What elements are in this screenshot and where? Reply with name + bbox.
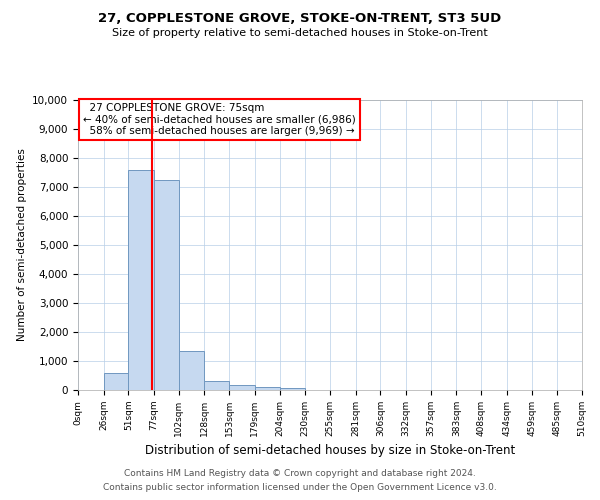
X-axis label: Distribution of semi-detached houses by size in Stoke-on-Trent: Distribution of semi-detached houses by … <box>145 444 515 458</box>
Text: Size of property relative to semi-detached houses in Stoke-on-Trent: Size of property relative to semi-detach… <box>112 28 488 38</box>
Bar <box>280 388 305 390</box>
Bar <box>104 373 128 390</box>
Text: Contains HM Land Registry data © Crown copyright and database right 2024.: Contains HM Land Registry data © Crown c… <box>124 468 476 477</box>
Bar <box>179 351 205 390</box>
Bar <box>154 180 179 390</box>
Bar <box>128 170 154 390</box>
Text: 27 COPPLESTONE GROVE: 75sqm
← 40% of semi-detached houses are smaller (6,986)
  : 27 COPPLESTONE GROVE: 75sqm ← 40% of sem… <box>83 103 356 136</box>
Text: Contains public sector information licensed under the Open Government Licence v3: Contains public sector information licen… <box>103 484 497 492</box>
Y-axis label: Number of semi-detached properties: Number of semi-detached properties <box>17 148 27 342</box>
Text: 27, COPPLESTONE GROVE, STOKE-ON-TRENT, ST3 5UD: 27, COPPLESTONE GROVE, STOKE-ON-TRENT, S… <box>98 12 502 26</box>
Bar <box>229 386 255 390</box>
Bar <box>255 388 280 390</box>
Bar <box>205 381 229 390</box>
